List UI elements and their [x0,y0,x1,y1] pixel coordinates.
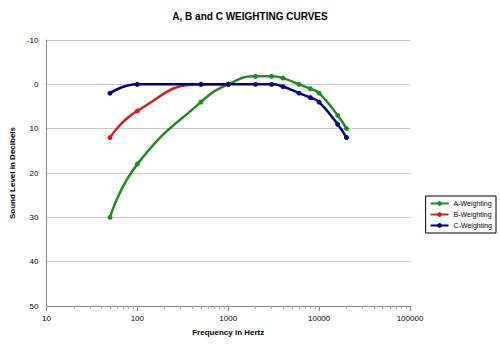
svg-text:C-Weighting: C-Weighting [454,222,492,230]
svg-text:A, B and C WEIGHTING CURVES: A, B and C WEIGHTING CURVES [172,11,328,22]
svg-text:1000: 1000 [219,314,237,323]
svg-text:A-Weighting: A-Weighting [454,200,492,208]
svg-text:50: 50 [30,302,39,311]
svg-text:B-Weighting: B-Weighting [454,211,492,219]
svg-text:40: 40 [30,257,39,266]
svg-text:Frequency in Hertz: Frequency in Hertz [192,328,264,337]
svg-text:10: 10 [30,124,39,133]
svg-text:10: 10 [42,314,51,323]
svg-text:-10: -10 [27,36,39,45]
svg-text:10000: 10000 [308,314,331,323]
svg-text:30: 30 [30,213,39,222]
svg-text:100: 100 [131,314,145,323]
svg-text:20: 20 [30,169,39,178]
svg-text:100000: 100000 [397,314,424,323]
svg-text:0: 0 [34,80,39,89]
svg-text:Sound Level in Decibels: Sound Level in Decibels [8,126,17,219]
